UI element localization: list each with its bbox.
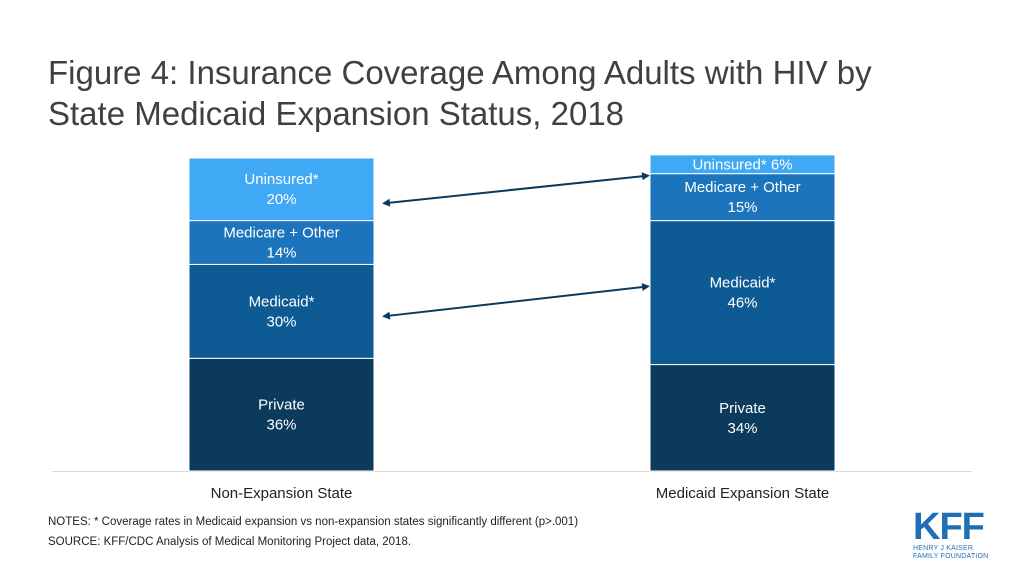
data-label-line: Private [258, 397, 305, 414]
comparison-arrow-uninsured [382, 172, 650, 207]
data-label-private: Private 34% [719, 400, 766, 437]
category-label: Medicaid Expansion State [656, 485, 829, 502]
kff-logo-sub-2: FAMILY FOUNDATION [913, 553, 989, 560]
data-label-line: Medicaid* [249, 293, 315, 310]
data-label-medicaid: Medicaid* 46% [710, 275, 776, 312]
data-label-line: 46% [727, 295, 757, 312]
kff-logo-mark: KFF [913, 506, 985, 548]
kff-logo-sub-1: HENRY J KAISER [913, 545, 974, 552]
data-label-medicare_other: Medicare + Other 14% [223, 225, 339, 262]
bar-segment-medicaid [649, 220, 836, 366]
kff-logo: KFF HENRY J KAISER FAMILY FOUNDATION [913, 506, 993, 560]
chart-title-line-1: Figure 4: Insurance Coverage Among Adult… [48, 54, 872, 91]
chart-source: SOURCE: KFF/CDC Analysis of Medical Moni… [48, 536, 412, 548]
data-label-line: 14% [266, 245, 296, 262]
data-label-uninsured: Uninsured* 20% [244, 171, 318, 208]
data-label-line: Medicare + Other [223, 225, 339, 242]
data-label-line: 34% [727, 420, 757, 437]
chart-title: Figure 4: Insurance Coverage Among Adult… [48, 52, 968, 134]
bar-segment-uninsured [649, 154, 836, 175]
data-label-line: Private [719, 400, 766, 417]
bar-segment-private [188, 357, 375, 472]
bar-segment-private [649, 364, 836, 472]
data-label-line: 36% [266, 417, 296, 434]
data-label-line: 15% [727, 199, 757, 216]
data-label-line: Uninsured* [244, 171, 318, 188]
data-label-private: Private 36% [258, 397, 305, 434]
bar-segment-medicare_other [649, 173, 836, 222]
data-label-line: Medicare + Other [684, 179, 800, 196]
data-label-uninsured: Uninsured* 6% [692, 156, 792, 173]
chart-notes: NOTES: * Coverage rates in Medicaid expa… [48, 516, 579, 528]
comparison-arrow-medicaid [382, 283, 650, 320]
data-label-medicare_other: Medicare + Other 15% [684, 179, 800, 216]
category-label: Non-Expansion State [211, 485, 353, 502]
chart-title-line-2: State Medicaid Expansion Status, 2018 [48, 95, 625, 132]
bar-segment-medicaid [188, 263, 375, 359]
data-label-line: 20% [266, 191, 296, 208]
data-label-medicaid: Medicaid* 30% [249, 293, 315, 330]
bar-segment-uninsured [188, 157, 375, 222]
data-label-line: Medicaid* [710, 275, 776, 292]
data-label-line: 30% [266, 313, 296, 330]
data-label-line: Uninsured* 6% [692, 156, 792, 173]
